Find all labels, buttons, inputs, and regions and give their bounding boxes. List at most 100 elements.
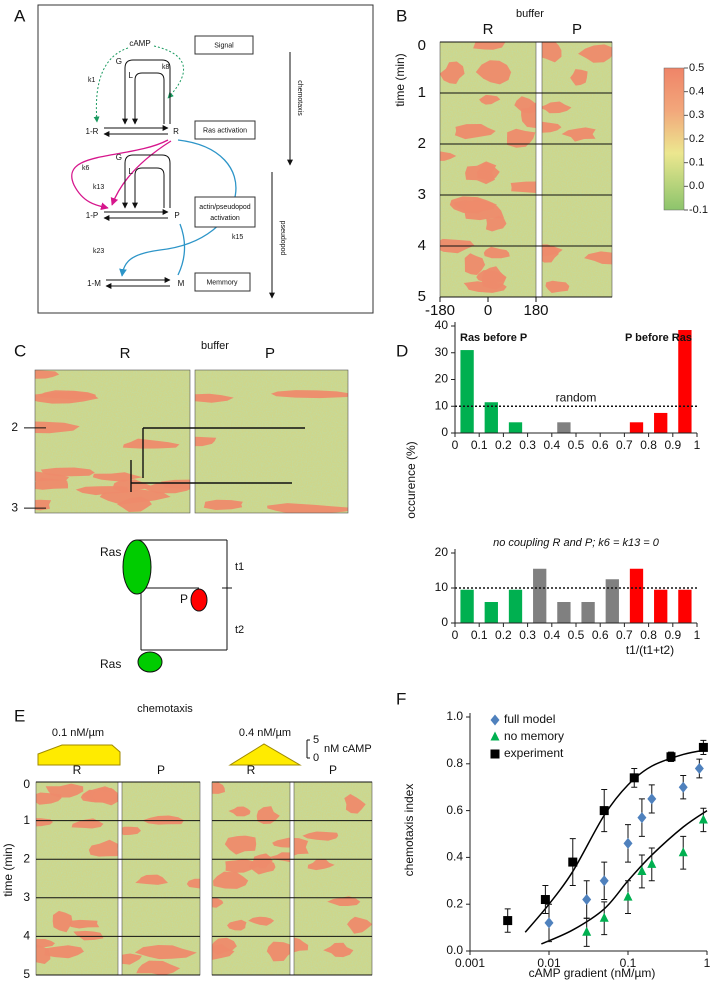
activity-patch xyxy=(186,878,200,889)
activity-patch xyxy=(122,438,180,449)
arrow xyxy=(119,139,237,277)
y-tick-label: 0.0 xyxy=(446,943,463,957)
marker xyxy=(647,858,657,868)
ras-spot xyxy=(122,539,152,595)
activity-patch xyxy=(570,69,588,86)
activity-patch xyxy=(584,251,612,265)
panel-label: B xyxy=(396,6,407,25)
activity-patch xyxy=(268,852,290,863)
activity-patch xyxy=(213,871,249,889)
chart-title: no coupling R and P; k6 = k13 = 0 xyxy=(493,537,660,549)
arrow xyxy=(122,154,171,209)
activity-patch xyxy=(225,859,259,873)
box xyxy=(194,196,256,228)
colorbar-tick-label: 0.3 xyxy=(689,109,704,121)
arrow-label: chemotaxis xyxy=(296,80,303,116)
x-tick-label: 0.2 xyxy=(495,438,512,452)
colorbar-tick-label: -0.1 xyxy=(689,204,708,216)
rate-label: k15 xyxy=(232,234,243,241)
diagram-label: Ras xyxy=(100,545,121,559)
panel-c-diagram: Ras P Ras t1 t2 xyxy=(100,539,244,673)
x-tick-label: 0.1 xyxy=(620,956,637,970)
bar xyxy=(678,330,692,433)
node-label: M xyxy=(178,279,185,288)
bar xyxy=(484,602,498,623)
p-spot xyxy=(190,588,208,612)
bar xyxy=(654,589,668,623)
activity-patch xyxy=(142,482,190,494)
marker xyxy=(568,857,578,867)
bar xyxy=(533,568,547,623)
reference-label: random xyxy=(556,390,597,404)
box xyxy=(194,120,256,140)
x-tick-label: 0.4 xyxy=(543,628,560,642)
kymograph-frame xyxy=(194,369,349,514)
activity-patch xyxy=(35,477,68,490)
activity-patch xyxy=(465,161,497,185)
activity-patch xyxy=(92,788,118,806)
x-tick-label: 0.8 xyxy=(640,628,657,642)
colorbar-tick-label: 0.5 xyxy=(689,62,704,74)
arrow xyxy=(93,47,129,123)
marker xyxy=(582,926,592,936)
y-tick-label: 0.4 xyxy=(446,850,463,864)
diagram-label: t2 xyxy=(235,624,244,636)
activity-patch xyxy=(514,96,536,114)
arrow xyxy=(132,167,165,209)
legend-label: no memory xyxy=(504,729,564,743)
marker xyxy=(623,891,633,901)
node-label: R xyxy=(173,127,179,136)
activity-patch xyxy=(485,215,507,232)
scale-unit: nM cAMP xyxy=(324,743,372,755)
box-label: Ras activation xyxy=(203,127,247,134)
activity-patch xyxy=(476,270,507,284)
marker xyxy=(599,912,609,922)
activity-patch xyxy=(347,916,372,934)
panel-label: F xyxy=(396,689,406,708)
bar xyxy=(557,602,571,623)
activity-patch xyxy=(195,393,234,403)
activity-patch xyxy=(479,94,501,105)
panel-label: A xyxy=(14,6,26,25)
activity-patch xyxy=(134,945,197,960)
y-tick-label: 0.8 xyxy=(446,756,463,770)
kymograph xyxy=(440,42,536,297)
kymograph-frame xyxy=(34,369,191,514)
arrow xyxy=(110,140,172,206)
activity-patch xyxy=(135,874,168,885)
activity-patch xyxy=(99,489,171,505)
colorbar-tick-label: 0.0 xyxy=(689,180,704,192)
marker xyxy=(637,812,647,824)
activity-patch xyxy=(69,919,100,929)
axis-label: chemotaxis index xyxy=(402,784,416,877)
x-tick-label: 0.6 xyxy=(592,628,609,642)
bar xyxy=(557,422,571,433)
activity-patch xyxy=(203,499,243,510)
y-tick-label: 5 xyxy=(23,967,30,981)
gradient-shape xyxy=(228,743,302,766)
legend-label: Ras before P xyxy=(460,332,527,344)
rate-label: k23 xyxy=(93,248,104,255)
arrow-label: pseudopod xyxy=(279,221,286,256)
box xyxy=(194,272,251,292)
activity-patch xyxy=(224,835,257,855)
diagram-label: Ras xyxy=(100,657,121,671)
marker xyxy=(490,714,500,726)
y-tick-label: 2 xyxy=(23,851,30,865)
box-label: activation xyxy=(210,215,240,222)
kymograph xyxy=(294,782,372,975)
panel-label: C xyxy=(14,341,26,360)
activity-patch xyxy=(212,897,224,908)
diagram-label: t1 xyxy=(235,561,244,573)
panel-label: E xyxy=(14,706,25,725)
y-tick-label: 0 xyxy=(441,425,448,439)
box xyxy=(194,35,254,55)
kymograph xyxy=(36,782,118,975)
colorbar-tick-label: 0.1 xyxy=(689,157,704,169)
node-label: L xyxy=(129,71,134,80)
activity-patch xyxy=(35,391,99,404)
marker xyxy=(490,749,500,759)
box-label: actin/pseudopod xyxy=(199,204,250,211)
legend-label: experiment xyxy=(504,746,564,760)
colorbar xyxy=(663,67,685,211)
